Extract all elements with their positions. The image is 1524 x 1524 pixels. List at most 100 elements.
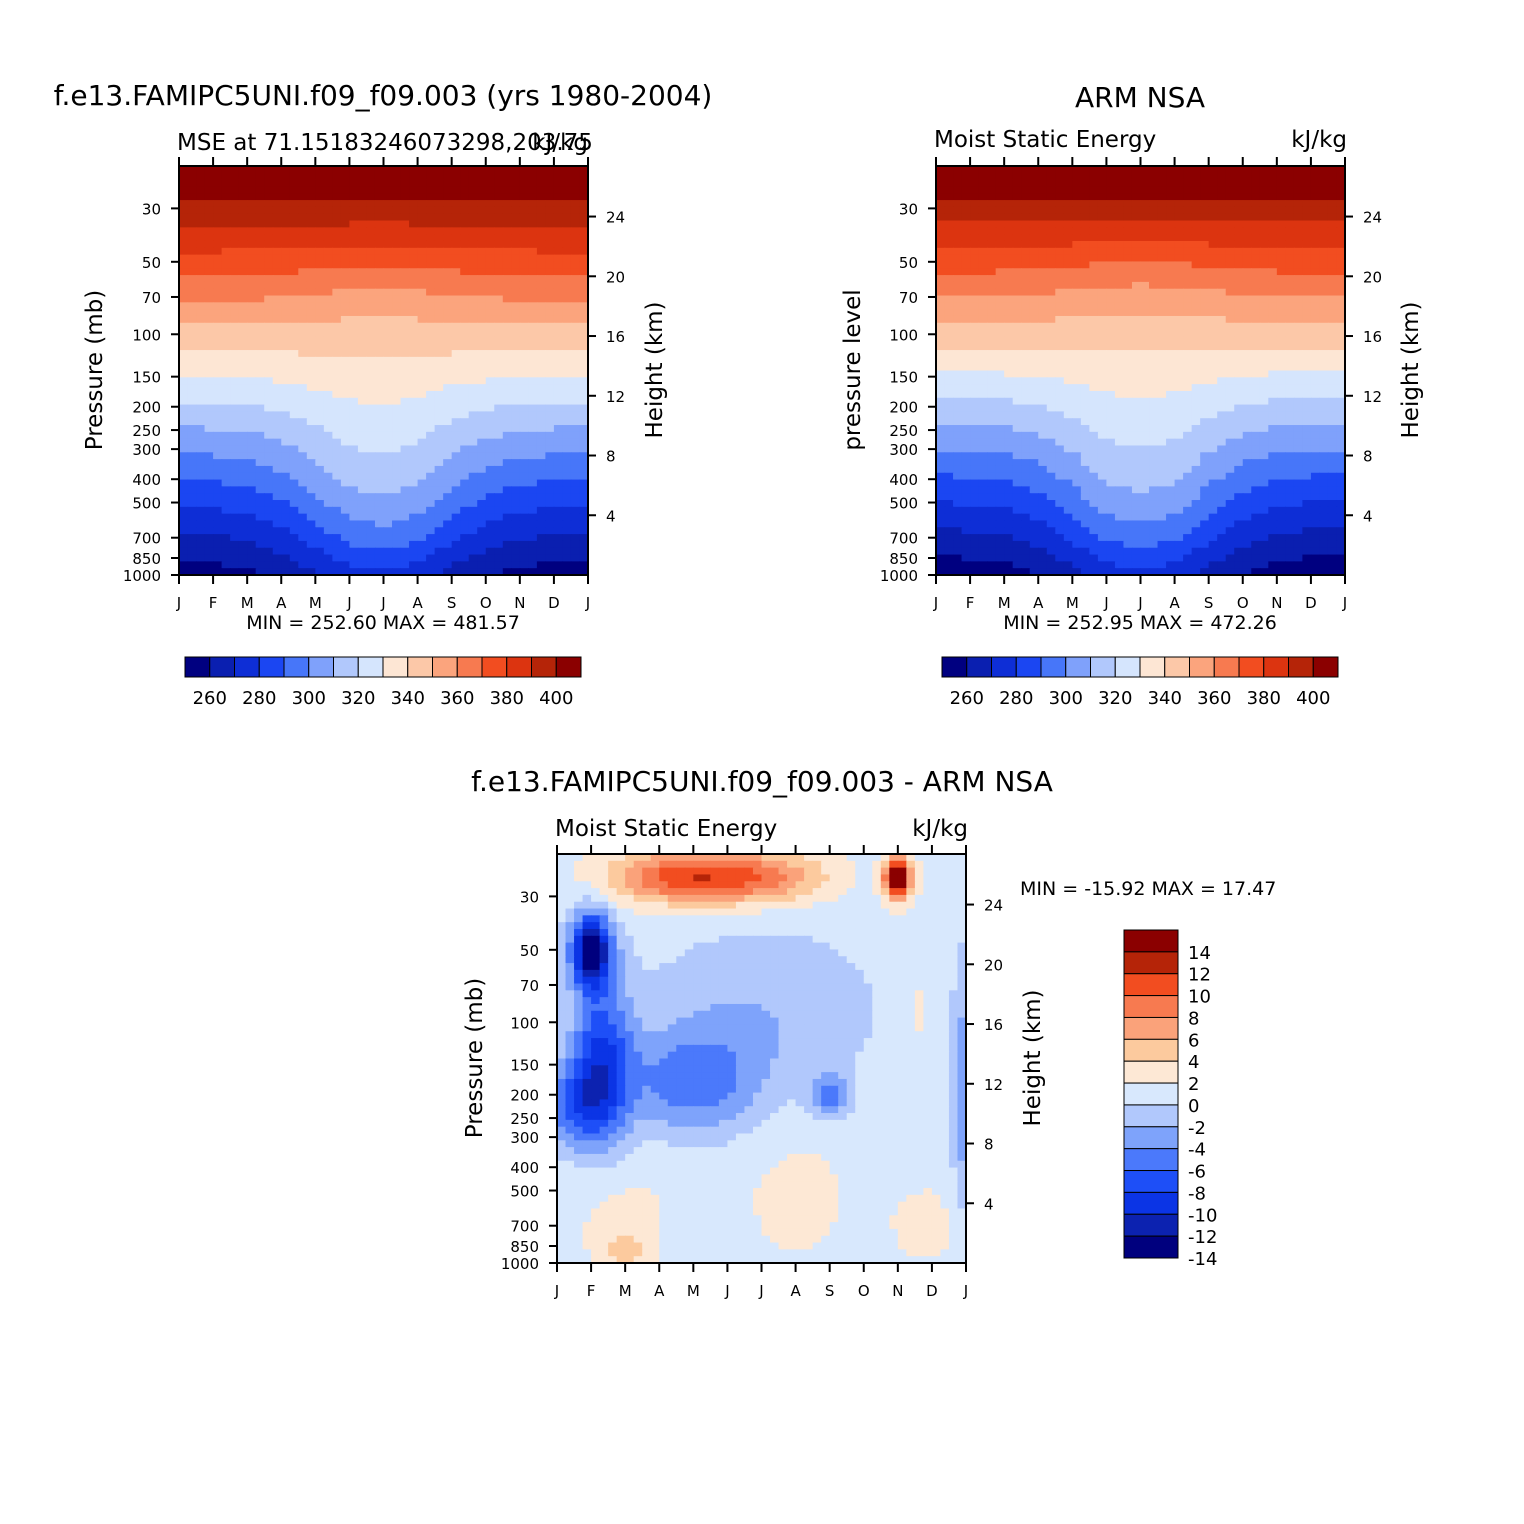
contour-cell-obs [1293, 268, 1303, 276]
contour-cell-model [247, 486, 257, 494]
contour-cell-obs [970, 431, 980, 440]
contour-cell-model [562, 336, 572, 344]
contour-cell-obs [1080, 240, 1090, 249]
contour-cell-model [332, 568, 342, 576]
contour-cell-obs [987, 377, 997, 385]
contour-cell-model [383, 384, 393, 392]
contour-cell-obs [1268, 350, 1278, 358]
contour-cell-model [179, 568, 189, 576]
contour-cell-model [187, 275, 197, 283]
contour-cell-model [264, 540, 274, 549]
contour-cell-obs [1225, 363, 1235, 372]
contour-cell-obs [1140, 397, 1150, 406]
contour-cell-model [221, 554, 231, 562]
contour-cell-obs [1251, 418, 1261, 426]
contour-cell-model [383, 356, 393, 365]
contour-cell-model [179, 445, 189, 453]
contour-cell-obs [1072, 377, 1082, 385]
contour-cell-obs [1012, 227, 1022, 235]
contour-cell-model [221, 438, 231, 447]
contour-cell-obs [936, 288, 946, 297]
contour-cell-obs [1217, 254, 1227, 263]
contour-cell-model [272, 220, 282, 228]
contour-cell-model [417, 172, 427, 181]
contour-cell-obs [961, 404, 971, 412]
contour-cell-model [562, 370, 572, 378]
contour-cell-obs [1208, 356, 1218, 365]
contour-cell-model [417, 281, 427, 290]
contour-cell-model [579, 166, 589, 174]
contour-cell-model [400, 472, 410, 481]
contour-cell-obs [1285, 166, 1295, 174]
contour-cell-model [255, 206, 265, 215]
contour-cell-obs [1149, 336, 1159, 344]
contour-cell-model [443, 445, 453, 453]
contour-cell-model [196, 206, 206, 215]
y-tick-label-model: 850 [132, 550, 161, 568]
contour-cell-model [477, 234, 487, 242]
contour-cell-model [187, 281, 197, 290]
contour-cell-model [255, 234, 265, 242]
contour-cell-model [392, 343, 402, 351]
contour-cell-model [187, 431, 197, 440]
contour-cell-obs [995, 404, 1005, 412]
contour-cell-obs [1285, 411, 1295, 419]
contour-cell-model [443, 418, 453, 426]
contour-cell-model [196, 193, 206, 201]
contour-cell-model [451, 322, 461, 331]
contour-cell-obs [1072, 302, 1082, 310]
contour-cell-model [264, 404, 274, 412]
contour-cell-model [519, 363, 529, 372]
contour-cell-obs [1191, 370, 1201, 378]
contour-cell-obs [1123, 193, 1133, 201]
contour-cell-model [204, 472, 214, 481]
panel-model-stats: MIN = 252.60 MAX = 481.57 [246, 612, 520, 634]
contour-cell-obs [1319, 275, 1329, 283]
contour-cell-obs [1166, 425, 1176, 433]
contour-cell-obs [1276, 363, 1286, 372]
contour-cell-obs [1268, 172, 1278, 181]
contour-cell-model [460, 350, 470, 358]
contour-cell-obs [995, 431, 1005, 440]
contour-cell-model [272, 247, 282, 256]
contour-cell-model [221, 275, 231, 283]
contour-cell-model [494, 295, 504, 303]
contour-cell-obs [1200, 363, 1210, 372]
contour-cell-obs [1276, 370, 1286, 378]
contour-cell-model [460, 547, 470, 556]
contour-cell-obs [953, 411, 963, 419]
contour-cell-model [238, 193, 248, 201]
contour-cell-obs [1327, 431, 1338, 440]
contour-cell-model [460, 452, 470, 460]
contour-cell-model [392, 418, 402, 426]
contour-cell-obs [978, 370, 988, 378]
contour-cell-model [349, 254, 359, 263]
contour-cell-obs [953, 179, 963, 188]
contour-cell-obs [1004, 363, 1014, 372]
contour-cell-model [494, 220, 504, 228]
contour-cell-obs [1106, 384, 1116, 392]
contour-cell-model [272, 356, 282, 365]
contour-cell-model [230, 166, 240, 174]
contour-cell-model [460, 370, 470, 378]
contour-cell-model [383, 465, 393, 474]
contour-cell-obs [1302, 166, 1312, 174]
contour-cell-model [349, 172, 359, 181]
contour-cell-model [553, 186, 564, 194]
contour-cell-model [281, 527, 291, 535]
contour-cell-model [477, 418, 487, 426]
contour-cell-obs [1208, 295, 1218, 303]
contour-cell-obs [1055, 186, 1065, 194]
contour-cell-obs [1217, 438, 1227, 447]
contour-cell-model [298, 172, 308, 181]
y-tick-label-model: 300 [132, 441, 161, 459]
contour-cell-obs [1157, 268, 1167, 276]
contour-cell-model [264, 329, 274, 338]
contour-cell-obs [1276, 384, 1286, 392]
contour-cell-model [323, 472, 333, 481]
contour-cell-obs [1268, 363, 1278, 372]
contour-cell-model [443, 329, 453, 338]
contour-cell-model [417, 343, 427, 351]
contour-cell-obs [1131, 425, 1142, 433]
contour-cell-model [323, 445, 333, 453]
